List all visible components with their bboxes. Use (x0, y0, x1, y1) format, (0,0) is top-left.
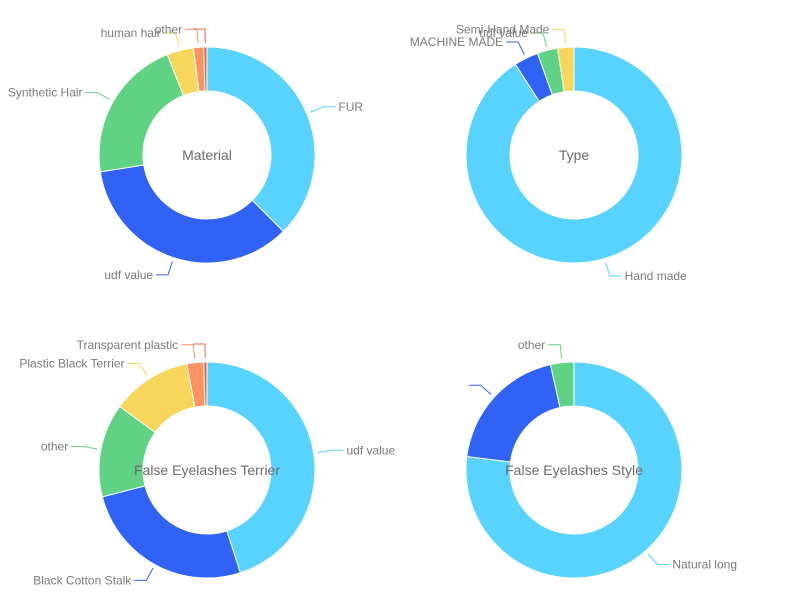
donut-chart-false-eyelashes-terrier: udf value Black Cotton Stalk other Plastic … (19, 338, 395, 588)
chart-center-title: False Eyelashes Style (505, 462, 643, 478)
donut-chart-false-eyelashes-style: Natural long other False Eyelashes Style (465, 338, 737, 579)
slice-label: MACHINE MADE (410, 35, 503, 49)
slice-label: Transparent plastic (77, 338, 179, 352)
leader-line (163, 32, 180, 47)
slice-unlabeled-1[interactable] (466, 364, 561, 463)
chart-center-title: Type (559, 147, 590, 163)
leader-line (552, 28, 566, 44)
slice-label: Black Cotton Stalk (33, 573, 132, 587)
slice-label: udf value (479, 26, 528, 40)
slice-label: other (41, 439, 68, 453)
slice-label: udf value (104, 268, 153, 282)
slice-label: other (155, 22, 182, 36)
leader-line (181, 344, 196, 359)
leader-line (506, 41, 525, 55)
leader-line (185, 28, 199, 44)
slice-label: Semi-Hand Made (456, 22, 550, 36)
slice-udf-value[interactable] (206, 361, 316, 574)
leader-line (134, 567, 154, 581)
slice-label: human hair (101, 26, 161, 40)
slice-fur[interactable] (206, 46, 316, 233)
slice-semi-hand-made[interactable] (556, 46, 575, 93)
leader-line (193, 28, 206, 44)
leader-line (85, 92, 110, 100)
leader-line (468, 384, 492, 395)
leader-line (530, 32, 547, 47)
slice-hand-made[interactable] (465, 46, 683, 264)
leader-line (156, 261, 173, 276)
slice-unlabeled-5[interactable] (203, 46, 208, 92)
slice-label: Hand made (625, 269, 687, 283)
slice-natural-long[interactable] (465, 361, 683, 579)
slice-unlabeled-5[interactable] (203, 361, 208, 407)
leader-line (193, 343, 206, 359)
slice-label: Natural long (672, 558, 737, 572)
leader-line (548, 344, 563, 359)
leader-line (310, 106, 336, 113)
slice-black-cotton-stalk[interactable] (101, 485, 242, 579)
slice-synthetic-hair[interactable] (98, 53, 185, 173)
leader-line (605, 262, 622, 277)
slice-label: Synthetic Hair (8, 86, 83, 100)
slice-label: other (518, 338, 545, 352)
chart-center-title: False Eyelashes Terrier (134, 462, 280, 478)
slice-label: FUR (338, 100, 363, 114)
leader-line (647, 553, 670, 566)
leader-line (317, 449, 344, 453)
leader-line (71, 445, 98, 450)
leader-line (127, 363, 148, 376)
slice-other[interactable] (549, 361, 575, 409)
chart-center-title: Material (182, 147, 232, 163)
donut-chart-material: FUR udf value Synthetic Hair human hairothe… (8, 22, 364, 281)
slice-label: Plastic Black Terrier (19, 357, 124, 371)
slice-udf-value[interactable] (99, 164, 285, 264)
slice-label: udf value (346, 443, 395, 457)
